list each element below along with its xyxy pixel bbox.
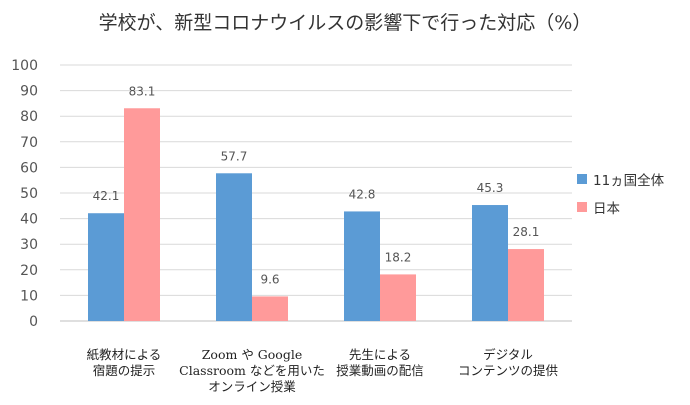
x-tick-label-line: コンテンツの提供 [457,363,558,378]
data-label: 45.3 [477,181,504,195]
data-label: 42.1 [93,189,120,203]
bar-series-1 [216,173,252,321]
y-tick-label: 80 [20,109,38,125]
legend-swatch-series-2 [577,202,587,212]
y-tick-label: 60 [20,160,38,176]
y-tick-label: 40 [20,212,38,228]
legend-label-series-2: 日本 [593,201,620,217]
y-tick-label: 10 [20,288,38,304]
bar-series-1 [472,205,508,321]
x-tick-label: 先生による 授業動画の配信 [300,347,460,379]
legend-item-series-1: 11ヵ国全体 [577,168,664,190]
bar-series-2 [508,249,544,321]
x-tick-label-line: オンライン授業 [208,379,296,394]
x-tick-label-line: 宿題の提示 [92,363,156,378]
legend: 11ヵ国全体 日本 [577,168,664,224]
chart-title: 学校が、新型コロナウイルスの影響下で行った対応（%） [98,12,592,34]
x-tick-label: Zoom や Google Classroom などを用いた オンライン授業 [172,347,332,395]
y-tick-label: 50 [20,186,38,202]
bar-series-2 [124,108,160,321]
y-tick-label: 100 [11,58,38,74]
x-tick-label-line: 授業動画の配信 [336,363,424,378]
x-tick-label-line: デジタル [483,347,533,362]
x-tick-label-line: Classroom などを用いた [179,363,325,378]
x-tick-label-line: 先生による [348,347,412,362]
legend-item-series-2: 日本 [577,196,664,218]
bar-series-2 [252,296,288,321]
bar-series-1 [344,211,380,321]
x-tick-label-line: 紙教材による [86,347,162,362]
data-label: 9.6 [260,272,279,286]
bar-series-2 [380,274,416,321]
x-tick-label-line: Zoom や Google [201,347,303,362]
data-label: 42.8 [349,187,376,201]
y-tick-label: 20 [20,263,38,279]
legend-swatch-series-1 [577,174,587,184]
data-label: 28.1 [513,225,540,239]
y-tick-label: 30 [20,237,38,253]
data-label: 57.7 [221,149,248,163]
x-tick-label: デジタル コンテンツの提供 [428,347,588,379]
data-label: 18.2 [385,250,412,264]
data-label: 83.1 [129,84,156,98]
y-tick-label: 0 [29,314,38,330]
y-tick-label: 90 [20,84,38,100]
legend-label-series-1: 11ヵ国全体 [593,173,665,189]
x-tick-label: 紙教材による 宿題の提示 [44,347,204,379]
y-tick-label: 70 [20,135,38,151]
bar-series-1 [88,213,124,321]
